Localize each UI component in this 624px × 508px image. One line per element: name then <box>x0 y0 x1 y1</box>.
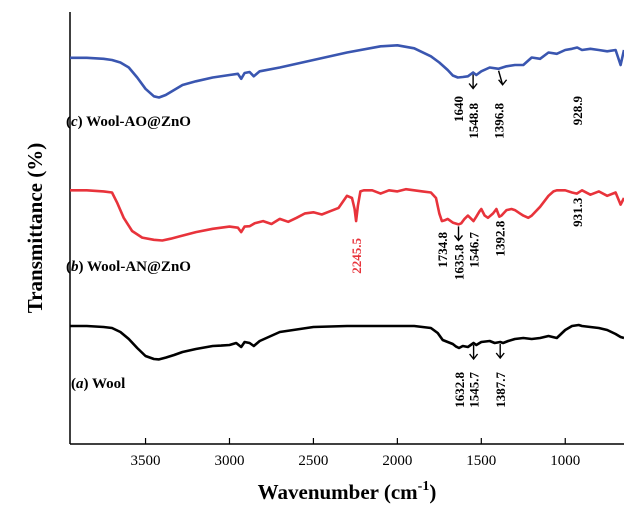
y-axis-title: Transmittance (%) <box>23 143 47 314</box>
plot-area <box>69 12 624 445</box>
x-axis-title: Wavenumber (cm-1) <box>258 479 437 504</box>
peak-label: 1392.8 <box>492 220 507 256</box>
x-axis-ticks: 3500 3000 2500 2000 1500 1000 <box>131 438 580 469</box>
x-tick-label: 1500 <box>466 453 496 469</box>
x-tick-label: 2500 <box>298 453 328 469</box>
series-label-c: (c) Wool-AO@ZnO <box>66 114 191 130</box>
peak-arrow <box>497 70 508 86</box>
peak-label: 1387.7 <box>493 372 508 408</box>
series-line-c <box>70 44 624 99</box>
series-layer <box>70 44 624 361</box>
peak-arrow <box>453 226 464 242</box>
peak-label: 1640 <box>451 96 466 122</box>
peak-arrow <box>495 344 505 360</box>
peak-label: 1734.8 <box>435 232 450 268</box>
peak-label: 1545.7 <box>467 372 482 408</box>
x-tick-label: 3000 <box>214 453 244 469</box>
x-tick-label: 1000 <box>550 453 580 469</box>
peak-label: 1546.7 <box>467 232 482 268</box>
peak-label: 1548.8 <box>466 103 481 139</box>
series-label-b: (b) Wool-AN@ZnO <box>66 259 191 275</box>
peak-label: 928.9 <box>570 96 585 126</box>
peak-label: 931.3 <box>570 197 585 227</box>
series-label-a: (a) Wool <box>71 376 125 392</box>
series-line-a <box>70 323 624 361</box>
peak-arrow <box>468 74 478 90</box>
peak-label: 1396.8 <box>492 103 507 139</box>
x-tick-label: 3500 <box>131 453 161 469</box>
peak-arrow <box>469 345 479 361</box>
peak-label: 2245.5 <box>349 238 364 274</box>
peak-label: 1635.8 <box>452 244 467 280</box>
peak-label: 1632.8 <box>452 372 467 408</box>
x-tick-label: 2000 <box>382 453 412 469</box>
series-line-b <box>70 187 624 242</box>
